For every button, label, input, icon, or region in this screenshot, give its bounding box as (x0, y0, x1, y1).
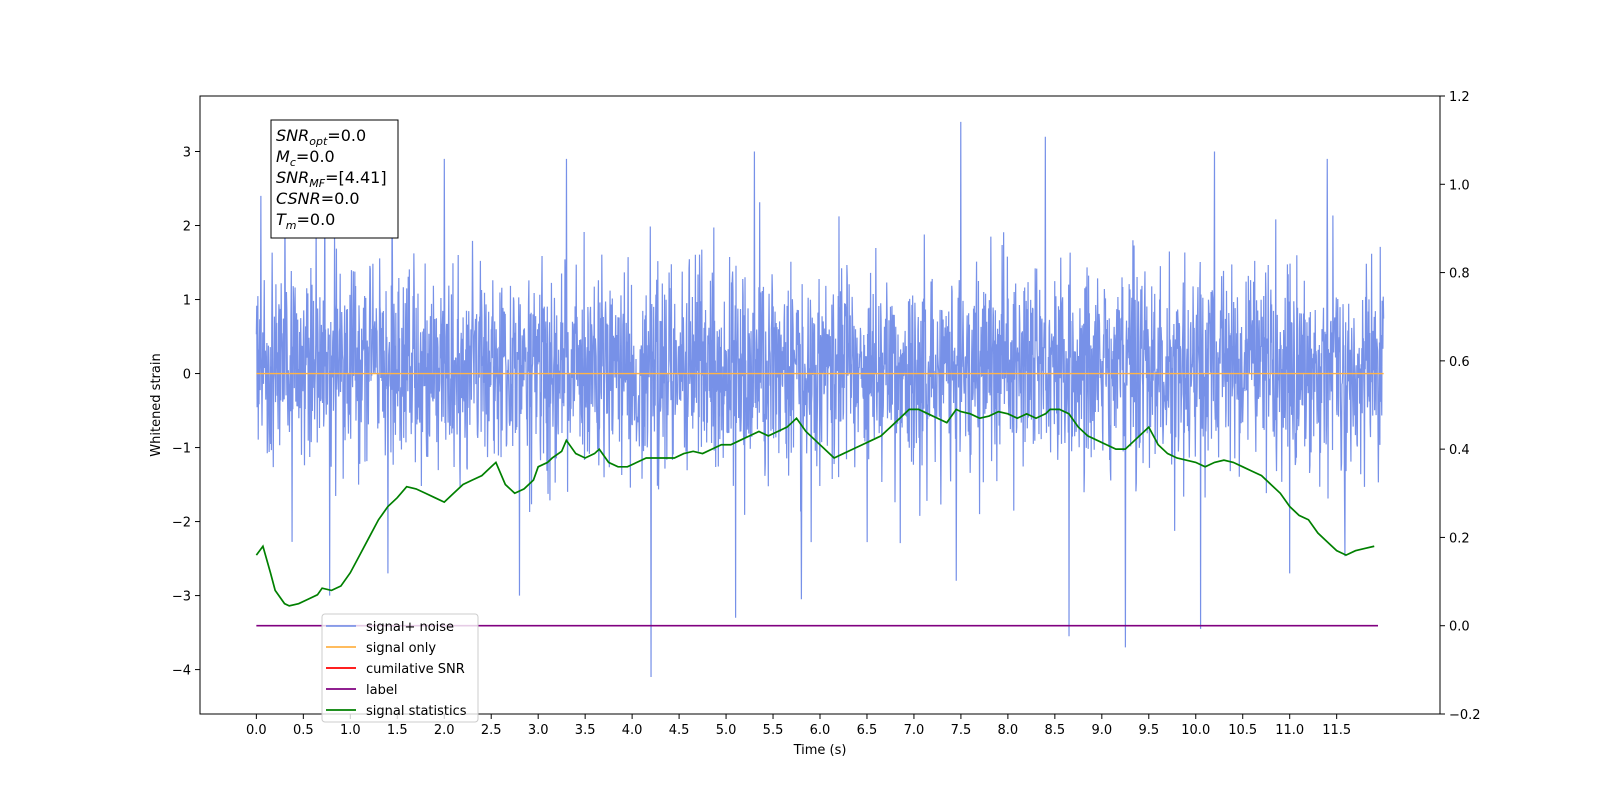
y-tick-label: −3 (172, 590, 191, 605)
stats-annotation-line: Tm=0.0 (276, 210, 335, 232)
stats-annotation-line: SNRMF=[4.41] (276, 168, 387, 190)
stats-subscript: m (286, 219, 297, 232)
x-tick-label: 2.5 (481, 723, 502, 738)
x-axis-label: Time (s) (793, 743, 847, 758)
stats-subscript: MF (309, 177, 325, 190)
y-tick-label: 1 (183, 294, 191, 309)
x-tick-label: 6.0 (810, 723, 831, 738)
y2-tick-label: 1.2 (1449, 90, 1470, 105)
signal-statistics-line (255, 408, 1375, 607)
y-tick-label: −2 (172, 516, 191, 531)
x-tick-label: 7.5 (951, 723, 972, 738)
axes: 0.0 0.5 1.0 1.5 2.0 2.5 3.0 3.5 4.0 4.5 5.0 5.5 6.0 6… (172, 90, 1481, 738)
stats-value: =0.0 (321, 189, 360, 208)
x-tick-label: 7.0 (904, 723, 925, 738)
legend-signal-noise: signal+ noise (326, 620, 454, 635)
x-tick-label: 5.5 (763, 723, 784, 738)
stats-subscript: c (290, 156, 296, 169)
stats-annotation-box: SNRopt=0.0Mc=0.0SNRMF=[4.41]CSNR=0.0Tm=0… (270, 119, 399, 239)
legend-label-text: cumilative SNR (366, 662, 465, 677)
x-tick-label: 11.5 (1322, 723, 1351, 738)
x-tick-label: 9.5 (1138, 723, 1159, 738)
legend-label: label (326, 683, 397, 698)
y-tick-label: −1 (172, 442, 191, 457)
stats-annotation-line: SNRopt=0.0 (276, 126, 366, 148)
x-tick-label: 8.0 (998, 723, 1019, 738)
y-tick-label: 0 (183, 368, 191, 383)
legend-label-text: signal+ noise (366, 620, 454, 635)
x-tick-label: 10.5 (1228, 723, 1257, 738)
signal-noise-line (255, 121, 1385, 677)
y2-tick-label: 0.6 (1449, 355, 1470, 370)
y-axis-label: Whitened strain (149, 353, 164, 456)
legend-label-text: label (366, 683, 397, 698)
x-tick-label: 3.0 (528, 723, 549, 738)
y2-tick-label: 1.0 (1449, 178, 1470, 193)
x-tick-label: 9.0 (1091, 723, 1112, 738)
stats-symbol: T (276, 210, 287, 229)
legend: signal+ noise signal only cumilative SNR la… (321, 613, 479, 723)
x-tick-label: 2.0 (434, 723, 455, 738)
stats-subscript: opt (309, 135, 328, 148)
x-tick-label: 3.5 (575, 723, 596, 738)
stats-symbol: SNR (276, 168, 309, 187)
stats-annotation-line: CSNR=0.0 (276, 189, 360, 208)
y2-tick-label: 0.0 (1449, 620, 1470, 635)
x-tick-label: 4.5 (669, 723, 690, 738)
x-tick-label: 0.0 (246, 723, 267, 738)
y-tick-label: 2 (183, 220, 191, 235)
y2-tick-label: 0.4 (1449, 443, 1470, 458)
y2-tick-label: 0.8 (1449, 267, 1470, 282)
stats-symbol: M (276, 147, 290, 166)
x-tick-label: 1.0 (340, 723, 361, 738)
stats-annotation-line: Mc=0.0 (276, 147, 335, 169)
x-tick-label: 1.5 (387, 723, 408, 738)
legend-cumulative-snr: cumilative SNR (326, 662, 465, 677)
x-tick-label: 6.5 (857, 723, 878, 738)
legend-label-text: signal only (366, 641, 436, 656)
legend-signal-statistics: signal statistics (326, 704, 467, 719)
legend-frame (321, 613, 479, 723)
stats-symbol: CSNR (276, 189, 321, 208)
stats-value: =0.0 (327, 126, 366, 145)
y-tick-label: −4 (172, 664, 191, 679)
y-tick-label: 3 (183, 146, 191, 161)
stats-value: =0.0 (297, 210, 336, 229)
x-tick-label: 10.0 (1181, 723, 1210, 738)
y2-tick-label: 0.2 (1449, 531, 1470, 546)
y2-tick-label: −0.2 (1449, 708, 1481, 723)
stats-value: =[4.41] (325, 168, 387, 187)
legend-signal-only: signal only (326, 641, 436, 656)
x-tick-label: 8.5 (1045, 723, 1066, 738)
x-tick-label: 5.0 (716, 723, 737, 738)
legend-label-text: signal statistics (366, 704, 467, 719)
stats-annotation-frame (270, 119, 399, 239)
x-tick-label: 11.0 (1275, 723, 1304, 738)
stats-symbol: SNR (276, 126, 309, 145)
x-tick-label: 0.5 (293, 723, 314, 738)
stats-value: =0.0 (296, 147, 335, 166)
x-tick-label: 4.0 (622, 723, 643, 738)
